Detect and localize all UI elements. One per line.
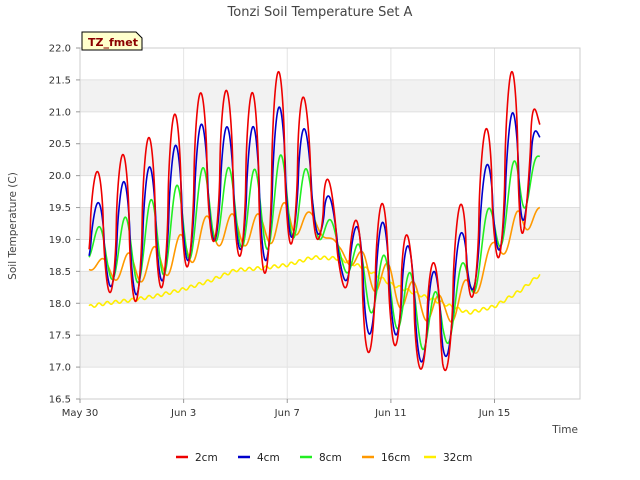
grid-band (80, 48, 580, 80)
legend-label-4cm: 4cm (257, 452, 280, 464)
legend-label-8cm: 8cm (319, 452, 342, 464)
grid-band (80, 111, 580, 144)
plot-frame (79, 47, 581, 400)
x-tick-label: Jun 7 (274, 408, 300, 419)
grid-band (80, 367, 580, 399)
grid-band (80, 143, 580, 176)
y-tick-label: 20.0 (49, 171, 71, 182)
y-axis: 16.5 17.0 17.5 18.0 18.5 19.0 19.5 20.0 20.5 21.0… (49, 44, 80, 406)
x-tick-label: Jun 3 (170, 408, 196, 419)
y-tick-label: 17.0 (49, 363, 71, 374)
series-line-2cm (88, 70, 541, 372)
x-axis-label: Time (551, 424, 578, 436)
chart-title: Tonzi Soil Temperature Set A (227, 5, 413, 20)
y-tick-label: 19.0 (49, 235, 71, 246)
y-tick-label: 16.5 (49, 395, 71, 406)
y-tick-label: 22.0 (49, 44, 71, 55)
series-line-32cm (88, 255, 541, 315)
legend-label-32cm: 32cm (443, 452, 472, 464)
legend-label-16cm: 16cm (381, 452, 410, 464)
grid-band (80, 271, 580, 304)
plot-background (80, 48, 580, 399)
x-axis: May 30 Jun 3 Jun 7 Jun 11 Jun 15 (62, 399, 511, 419)
y-axis-label: Soil Temperature (C) (7, 172, 19, 280)
x-tick-label: Jun 15 (478, 408, 511, 419)
y-tick-label: 20.5 (49, 139, 71, 150)
legend-label-2cm: 2cm (195, 452, 218, 464)
grid-band (80, 175, 580, 208)
y-tick-label: 18.5 (49, 267, 71, 278)
y-tick-label: 21.5 (49, 75, 71, 86)
grid-band (80, 239, 580, 272)
series-layer (88, 70, 541, 372)
grid-band (80, 303, 580, 336)
y-tick-label: 21.0 (49, 107, 71, 118)
station-badge: TZ_fmet (81, 31, 143, 51)
grid-band (80, 79, 580, 112)
y-tick-label: 17.5 (49, 331, 71, 342)
y-tick-label: 18.0 (49, 299, 71, 310)
legend: 2cm 4cm 8cm 16cm 32cm (176, 452, 472, 464)
x-tick-label: May 30 (62, 408, 99, 419)
badge-label: TZ_fmet (88, 36, 138, 49)
grid-band (80, 335, 580, 368)
badge-box (81, 31, 143, 51)
y-tick-label: 19.5 (49, 203, 71, 214)
x-tick-label: Jun 11 (374, 408, 407, 419)
